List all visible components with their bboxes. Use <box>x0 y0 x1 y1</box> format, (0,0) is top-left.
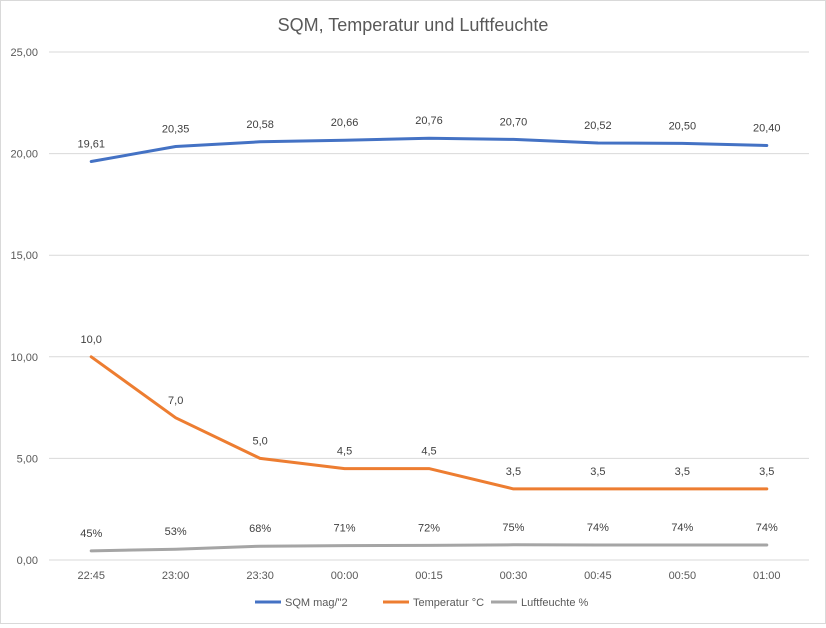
data-label: 20,66 <box>331 117 359 129</box>
y-axis-ticks: 0,00 5,00 10,00 15,00 20,00 25,00 <box>10 47 38 567</box>
data-label: 74% <box>587 522 609 534</box>
data-label: 4,5 <box>421 446 436 458</box>
data-label: 20,50 <box>669 120 697 132</box>
gridlines <box>49 51 809 561</box>
x-axis-ticks: 22:45 23:00 23:30 00:00 00:15 00:30 00:45 00:50… <box>77 570 780 582</box>
data-label: 5,0 <box>252 435 267 447</box>
x-tick-label: 00:50 <box>669 570 697 582</box>
x-tick-label: 00:45 <box>584 570 612 582</box>
x-tick-label: 01:00 <box>753 570 781 582</box>
series-line <box>89 543 769 553</box>
x-tick-label: 23:30 <box>246 570 274 582</box>
data-label: 68% <box>249 523 271 535</box>
x-tick-label: 00:15 <box>415 570 443 582</box>
legend-entry: Luftfeuchte % <box>521 597 588 609</box>
legend: SQM mag/"2 Temperatur °C Luftfeuchte % <box>255 597 588 609</box>
data-labels: 19,61 20,35 20,58 20,66 20,76 20,70 20,52 20,50… <box>77 115 780 540</box>
data-label: 19,61 <box>77 139 105 151</box>
y-tick-label: 5,00 <box>17 453 38 465</box>
data-label: 74% <box>756 522 778 534</box>
data-label: 3,5 <box>590 466 605 478</box>
data-label: 20,76 <box>415 115 443 127</box>
legend-entry: Temperatur °C <box>413 597 484 609</box>
data-label: 10,0 <box>81 334 102 346</box>
data-label: 53% <box>165 526 187 538</box>
series-line <box>89 355 769 491</box>
data-label: 3,5 <box>506 466 521 478</box>
y-tick-label: 25,00 <box>10 47 38 59</box>
data-label: 72% <box>418 522 440 534</box>
data-label: 3,5 <box>675 466 690 478</box>
data-label: 20,40 <box>753 122 781 134</box>
data-label: 20,35 <box>162 123 190 135</box>
y-tick-label: 10,00 <box>10 352 38 364</box>
data-label: 3,5 <box>759 466 774 478</box>
series-line <box>89 136 769 163</box>
data-label: 20,52 <box>584 120 612 132</box>
data-label: 4,5 <box>337 446 352 458</box>
y-tick-label: 15,00 <box>10 250 38 262</box>
data-label: 74% <box>671 522 693 534</box>
data-label: 7,0 <box>168 395 183 407</box>
x-tick-label: 23:00 <box>162 570 190 582</box>
series-lines <box>89 136 769 553</box>
x-tick-label: 00:00 <box>331 570 359 582</box>
y-tick-label: 0,00 <box>17 555 38 567</box>
chart-title: SQM, Temperatur und Luftfeuchte <box>278 15 549 35</box>
data-label: 71% <box>334 523 356 535</box>
data-label: 45% <box>80 528 102 540</box>
data-label: 75% <box>502 522 524 534</box>
legend-entry: SQM mag/"2 <box>285 597 348 609</box>
data-label: 20,70 <box>500 116 528 128</box>
y-tick-label: 20,00 <box>10 149 38 161</box>
data-label: 20,58 <box>246 119 274 131</box>
x-tick-label: 00:30 <box>500 570 528 582</box>
x-tick-label: 22:45 <box>77 570 105 582</box>
